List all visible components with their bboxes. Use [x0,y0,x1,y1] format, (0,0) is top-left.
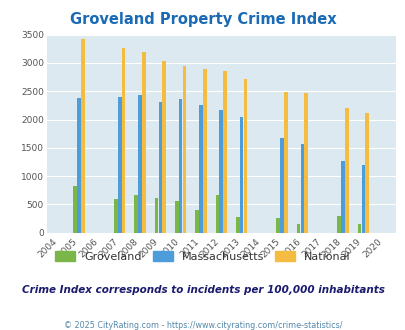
Bar [284,92,287,233]
Bar [158,102,162,233]
Text: Crime Index corresponds to incidents per 100,000 inhabitants: Crime Index corresponds to incidents per… [21,285,384,295]
Bar [202,69,206,233]
Legend: Groveland, Massachusetts, National: Groveland, Massachusetts, National [51,247,354,267]
Bar [142,51,145,233]
Bar [182,66,186,233]
Bar [344,108,348,233]
Bar [134,195,138,233]
Bar [77,98,81,233]
Bar [279,138,283,233]
Bar [296,224,300,233]
Bar [122,48,125,233]
Text: © 2025 CityRating.com - https://www.cityrating.com/crime-statistics/: © 2025 CityRating.com - https://www.city… [64,321,341,330]
Bar [215,195,219,233]
Bar [195,210,198,233]
Bar [300,145,304,233]
Bar [114,199,117,233]
Bar [199,105,202,233]
Bar [360,165,364,233]
Bar [223,71,226,233]
Text: Groveland Property Crime Index: Groveland Property Crime Index [70,12,335,26]
Bar [276,218,279,233]
Bar [178,99,182,233]
Bar [337,216,340,233]
Bar [364,113,368,233]
Bar [340,161,344,233]
Bar [118,97,122,233]
Bar [154,198,158,233]
Bar [304,93,307,233]
Bar [235,217,239,233]
Bar [138,95,142,233]
Bar [73,186,77,233]
Bar [239,117,243,233]
Bar [81,39,85,233]
Bar [357,224,360,233]
Bar [219,111,222,233]
Bar [162,61,166,233]
Bar [175,201,178,233]
Bar [243,79,247,233]
